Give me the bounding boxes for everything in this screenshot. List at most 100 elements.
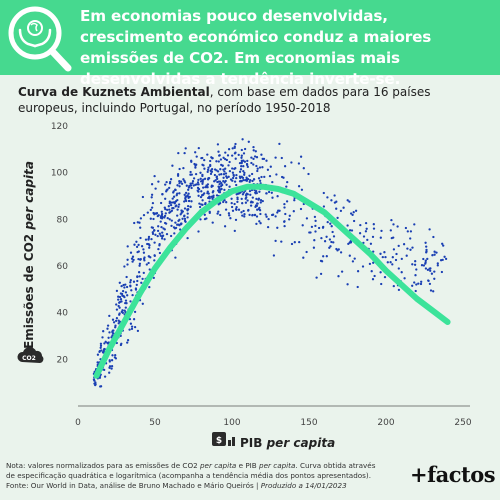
scatter-point [182,166,185,170]
scatter-point [246,199,249,202]
scatter-point [141,277,144,281]
scatter-point [269,165,272,168]
scatter-point [332,241,335,244]
scatter-point [223,188,226,192]
scatter-point [222,176,225,179]
scatter-point [322,205,326,208]
scatter-point [243,173,246,176]
scatter-point [237,153,240,157]
scatter-point [185,184,188,187]
scatter-point [330,225,333,228]
scatter-point [218,154,221,157]
y-tick-label: 20 [57,355,69,365]
scatter-point [233,167,236,171]
scatter-point [252,149,255,152]
scatter-point [305,250,308,254]
scatter-point [436,262,439,265]
scatter-point [228,185,231,188]
scatter-point [187,188,190,191]
scatter-point [330,199,333,202]
scatter-point [218,173,221,176]
scatter-point [392,223,395,226]
scatter-point [274,239,277,243]
scatter-point [429,289,433,292]
scatter-point [168,218,171,221]
scatter-point [256,202,259,205]
scatter-point [156,234,159,238]
scatter-point [322,225,325,229]
scatter-point [168,186,171,190]
scatter-point [427,279,430,282]
scatter-point [283,220,286,223]
scatter-point [424,241,427,244]
scatter-point [110,365,114,368]
scatter-point [293,199,296,202]
scatter-point [129,251,133,254]
scatter-point [142,213,146,217]
scatter-point [183,214,186,217]
svg-text:CO2: CO2 [22,355,36,362]
scatter-point [167,205,170,208]
scatter-point [258,190,261,193]
scatter-point [106,342,110,345]
scatter-point [386,261,389,264]
scatter-point [217,160,220,163]
scatter-point [218,191,222,194]
scatter-point [187,199,191,203]
scatter-point [219,213,222,217]
scatter-point [347,242,350,246]
scatter-point [428,267,431,270]
scatter-point [424,267,428,270]
scatter-point [222,168,225,171]
scatter-point [245,196,248,199]
scatter-point [413,263,417,266]
scatter-point [178,224,181,227]
scatter-point [206,186,209,189]
scatter-point [153,254,156,258]
scatter-point [240,197,243,201]
scatter-point [299,207,303,211]
scatter-point [414,289,417,293]
scatter-point [101,336,104,339]
scatter-point [124,299,128,302]
scatter-point [212,195,215,199]
scatter-point [392,236,395,239]
scatter-point [93,379,96,382]
scatter-point [98,376,102,379]
scatter-point [249,201,253,204]
scatter-point [359,223,362,227]
scatter-point [346,199,349,202]
scatter-point [285,185,288,188]
scatter-point [201,173,204,177]
scatter-point [215,160,218,163]
scatter-point [224,167,227,170]
scatter-point [170,224,173,228]
scatter-point [102,330,105,333]
scatter-point [159,201,163,205]
scatter-point [251,196,254,199]
scatter-point [241,193,245,196]
scatter-point [417,282,420,285]
scatter-point [149,217,152,220]
x-tick-label: 0 [75,418,81,428]
scatter-point [206,168,210,172]
scatter-point [441,258,444,262]
scatter-point [202,178,205,181]
scatter-point [234,142,237,146]
scatter-point [202,186,205,189]
scatter-point [255,189,258,193]
scatter-point [131,293,134,297]
scatter-point [253,155,257,158]
scatter-point [207,196,210,200]
scatter-point [168,202,171,205]
scatter-point [428,228,431,231]
scatter-point [223,225,227,228]
scatter-point [372,223,375,226]
scatter-point [121,289,125,293]
scatter-point [235,183,238,187]
scatter-point [196,189,199,192]
y-axis-label: Emissões de CO2 per capita [22,161,36,349]
scatter-point [131,260,134,263]
scatter-point [255,164,258,168]
scatter-point [183,200,186,203]
